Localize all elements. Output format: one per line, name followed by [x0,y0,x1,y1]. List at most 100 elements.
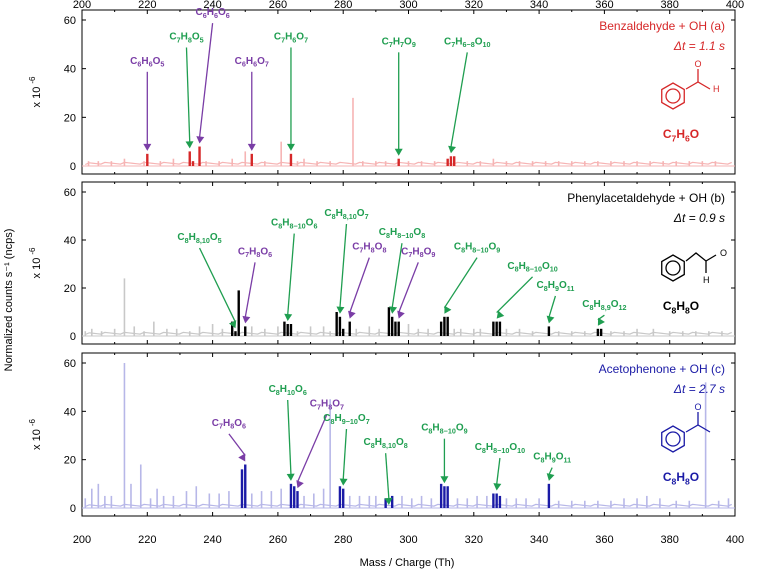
annotation-arrow-head [444,305,452,314]
annotation-arrow-head [496,310,505,319]
annotation-arrow-line [339,223,348,308]
bottom-x-tick-label: 400 [726,534,744,546]
y-tick-label: 0 [70,161,76,173]
bottom-x-tick-label: 200 [73,534,91,546]
annotation-arrow-line [548,467,553,476]
y-tick-label: 40 [64,64,76,76]
top-x-tick-label: 200 [73,0,91,11]
annotation-label: C6H6O5 [130,56,164,69]
annotation-arrow-head [296,480,304,489]
annotation-arrow-line [349,257,370,313]
top-x-tick-label: 400 [726,0,744,11]
annotation-label: C7H7O9 [382,36,416,49]
y-multiplier: x 10 -6 [28,418,43,450]
annotation-arrow-head [242,315,251,324]
annotation-arrow-line [443,257,478,309]
annotation-arrow-head [389,306,398,314]
baseline-noise [85,503,732,508]
annotation-arrow-head [546,315,555,324]
y-axis-label: Normalized counts s⁻¹ (ncps) [3,229,15,372]
hydrogen-label: H [713,84,720,94]
annotation-label: C6H6O7 [235,56,269,69]
annotation-label: C8H8−10O10 [475,442,525,455]
top-x-tick-label: 220 [138,0,156,11]
annotation-label: C8H10O6 [269,384,307,397]
molecule-structure-icon [661,412,711,453]
benzene-ring [661,254,685,282]
annotation-label: C7H8O6 [212,418,246,431]
annotation-arrow-head [185,141,194,149]
x-axis-label: Mass / Charge (Th) [360,557,455,569]
top-x-tick-label: 280 [334,0,352,11]
molecule-structure-icon [661,69,711,110]
annotation-label: C6H6O6 [195,7,229,20]
carbonyl-bond [705,254,717,262]
top-x-tick-label: 240 [203,0,221,11]
annotation-arrow-head [448,145,457,154]
annotation-arrow-line [228,433,246,456]
annotation-arrow-head [397,310,405,319]
annotation-label: C8H9O11 [533,452,571,465]
aromatic-circle [665,431,681,447]
bottom-x-tick-label: 300 [399,534,417,546]
annotation-label: C8H8−10O6 [271,218,317,231]
annotation-label: C7H8O7 [310,399,344,412]
oxygen-label: O [694,402,701,412]
annotation-label: C7H8O5 [169,31,203,44]
annotation-arrow-head [228,320,237,329]
aromatic-circle [665,88,681,104]
annotation-arrow-line [198,247,237,323]
annotation-label: C8H8,10O7 [324,208,368,221]
annotation-arrow-line [296,414,328,483]
annotation-arrow-line [548,295,557,318]
y-multiplier: x 10 -6 [28,247,43,279]
annotation-arrow-head [493,483,502,491]
annotation-arrow-head [286,143,295,151]
annotation-arrow-head [440,476,449,484]
annotation-label: C8H8−10O9 [421,423,467,436]
bottom-x-tick-label: 240 [203,534,221,546]
annotation-arrow-head [384,497,393,505]
panel-title: Benzaldehyde + OH (a) [599,19,725,33]
annotation-arrow-line [496,276,534,314]
annotation-arrow-head [238,453,246,462]
annotation-label: C7H8O8 [352,242,386,255]
annotation-label: C7H8O6 [238,246,272,259]
y-tick-label: 60 [64,15,76,27]
top-x-axis: 200 220 240 260 280 300 320 340 360 380 400 [73,0,744,11]
aromatic-circle [665,260,681,276]
y-tick-label: 20 [64,283,76,295]
molecule-structure-icon [661,252,717,282]
annotation-arrow-line [384,453,390,500]
panel-frame [81,352,736,517]
annotation-arrow-head [247,143,256,151]
annotation-arrow-head [196,136,205,144]
bottom-x-tick-label: 260 [269,534,287,546]
bottom-x-tick-label: 220 [138,534,156,546]
hydrogen-label: H [703,275,710,285]
annotation-arrow-head [284,313,293,321]
aldehyde-bond [685,81,711,90]
annotation-label: C8H8−10O10 [507,261,557,274]
y-tick-label: 40 [64,235,76,247]
panel-delta-t: Δt = 0.9 s [673,211,725,225]
annotation-arrow-head [286,473,295,481]
annotation-arrow-head [336,306,345,314]
top-x-tick-label: 340 [530,0,548,11]
benzene-ring [661,82,685,110]
y-tick-label: 0 [70,331,76,343]
panel-title: Phenylacetaldehyde + OH (b) [567,191,725,205]
top-x-tick-label: 380 [661,0,679,11]
annotation-label: C8H9O11 [536,280,574,293]
structure-formula: C8H8O [663,470,699,486]
bottom-x-tick-label: 280 [334,534,352,546]
annotation-arrow-head [546,473,555,481]
side-chain [685,252,707,273]
annotation-arrow-line [496,457,501,485]
annotation-arrow-line [342,428,348,480]
y-tick-label: 0 [70,503,76,515]
panel-title: Acetophenone + OH (c) [599,362,725,376]
panels: 0 20 40 60 x 10 -6 C6H6O5 C7H8O5 C6H6O6 C6H6O7 C7… [28,7,736,517]
y-tick-label: 20 [64,455,76,467]
y-tick-label: 60 [64,187,76,199]
